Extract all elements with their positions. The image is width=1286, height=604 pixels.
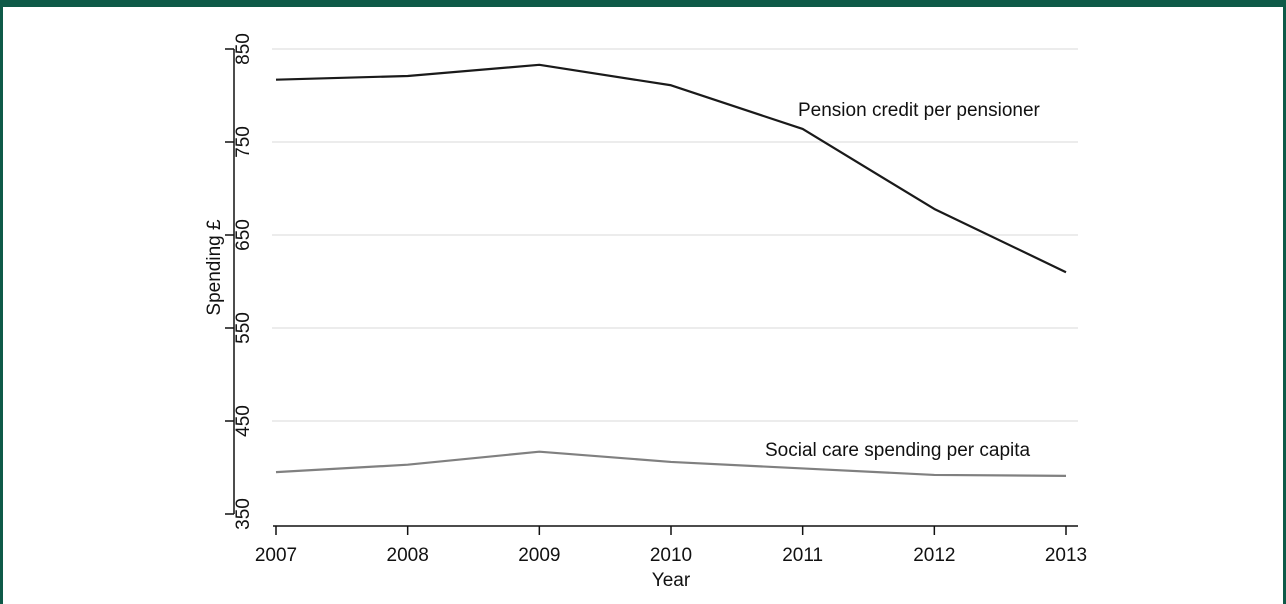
y-tick-label: 350 (233, 498, 254, 530)
x-tick-label: 2013 (1045, 545, 1087, 566)
series-label: Social care spending per capita (765, 440, 1031, 461)
right-border (1283, 0, 1286, 604)
axes: 350 450 550 650 750 850 2007 2008 2009 2010 2011 20… (225, 33, 1087, 566)
x-tick-label: 2007 (255, 545, 297, 566)
series-line (275, 450, 1067, 477)
x-tick-label: 2010 (650, 545, 692, 566)
x-tick-label: 2011 (782, 545, 823, 566)
x-tick-label: 2012 (913, 545, 955, 566)
labels: Pension credit per pensioner Social care … (765, 100, 1041, 461)
y-tick-label: 650 (233, 219, 254, 251)
top-border (0, 0, 1286, 7)
series-lines (275, 63, 1067, 477)
y-tick-label: 750 (233, 126, 254, 158)
grid-lines (272, 48, 1078, 422)
y-tick-label: 450 (233, 405, 254, 437)
y-axis-title: Spending £ (204, 219, 225, 316)
x-tick-label: 2009 (518, 545, 560, 566)
x-tick-label: 2008 (387, 545, 429, 566)
series-line (275, 63, 1067, 274)
series-label: Pension credit per pensioner (798, 100, 1041, 121)
left-border (0, 0, 3, 604)
y-tick-label: 550 (233, 312, 254, 344)
y-tick-label: 850 (233, 33, 254, 65)
x-axis-title: Year (652, 570, 691, 591)
